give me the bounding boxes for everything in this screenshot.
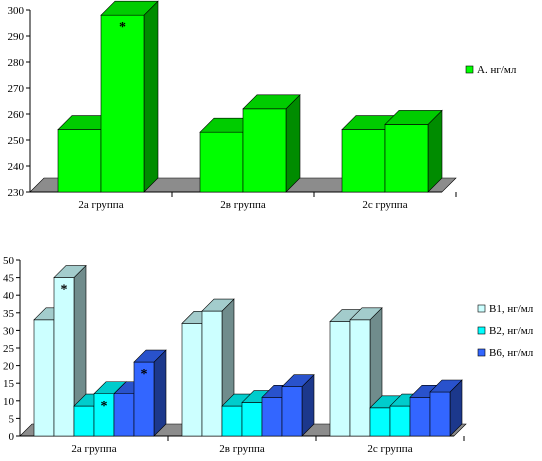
y-tick-label: 15 xyxy=(3,378,15,390)
y-tick-label: 20 xyxy=(3,361,15,373)
bar-3-2в группа xyxy=(261,396,283,437)
bar-1-2с группа xyxy=(341,129,386,193)
bar-top xyxy=(242,94,301,110)
bar-2-2в группа xyxy=(221,405,243,437)
y-tick-label: 25 xyxy=(3,343,15,355)
significance-marker: * xyxy=(61,283,68,298)
bar-1-2а группа xyxy=(33,319,55,437)
significance-marker: * xyxy=(141,367,148,382)
bar-3-2а группа xyxy=(113,393,135,437)
x-tick-label: 2а группа xyxy=(78,199,123,211)
bar-top xyxy=(349,307,383,321)
bar-top xyxy=(201,298,235,312)
legend-swatch xyxy=(477,348,486,357)
bar-2-2с группа xyxy=(389,405,411,437)
y-tick-label: 270 xyxy=(8,83,25,95)
bar-3-2с группа xyxy=(409,396,431,437)
bar-1-2с группа xyxy=(349,319,371,437)
y-tick-label: 10 xyxy=(3,396,15,408)
bar-side xyxy=(285,94,301,193)
bar-1-2в группа xyxy=(181,323,203,437)
legend-label: В1, нг/мл xyxy=(489,303,534,315)
x-tick-label: 2с группа xyxy=(362,199,407,211)
bar-3-2в группа xyxy=(281,386,303,437)
bar-side xyxy=(143,0,159,193)
y-tick-label: 50 xyxy=(3,255,15,267)
significance-marker: * xyxy=(101,399,108,414)
bar-1-2а группа xyxy=(57,129,102,193)
y-tick-label: 40 xyxy=(3,290,15,302)
bar-top xyxy=(100,0,159,16)
bar-1-2с группа xyxy=(329,321,351,437)
bar-1-2в группа xyxy=(201,310,223,437)
bar-3-2с группа xyxy=(429,391,451,437)
y-tick-label: 290 xyxy=(8,31,25,43)
y-tick-label: 260 xyxy=(8,109,25,121)
bar-top xyxy=(384,110,443,125)
bar-2-2а группа xyxy=(73,405,95,437)
bar-top xyxy=(133,349,167,363)
y-tick-label: 0 xyxy=(9,431,15,443)
chart-2: 0 5 10 15 20 25 30 35 40 45 50 2а группа 2в группа 2с… xyxy=(3,255,534,455)
chart-1: 230 240 250 260 270 280 290 300 2а группа 2в груп… xyxy=(8,0,517,211)
legend-swatch xyxy=(477,304,486,313)
x-tick-label: 2в группа xyxy=(220,199,266,211)
significance-marker: * xyxy=(119,20,126,35)
bar-1-2с группа xyxy=(384,124,429,193)
bar-top xyxy=(281,374,315,388)
legend-label: В2, нг/мл xyxy=(489,325,534,337)
y-tick-label: 5 xyxy=(9,413,15,425)
bar-1-2а группа xyxy=(100,14,145,193)
bar-top xyxy=(429,379,463,393)
y-tick-label: 230 xyxy=(8,187,25,199)
y-tick-label: 30 xyxy=(3,325,15,337)
bar-top xyxy=(53,265,87,278)
legend-label: А. нг/мл xyxy=(477,64,517,76)
legend-swatch xyxy=(465,65,474,74)
x-tick-label: 2с группа xyxy=(367,443,412,455)
bar-1-2в группа xyxy=(199,131,244,193)
bar-1-2а группа xyxy=(53,277,75,437)
y-tick-label: 240 xyxy=(8,161,25,173)
y-tick-label: 300 xyxy=(8,5,25,17)
bar-side xyxy=(153,349,167,437)
x-tick-label: 2а группа xyxy=(71,443,116,455)
y-tick-label: 45 xyxy=(3,273,15,285)
y-tick-label: 250 xyxy=(8,135,25,147)
y-tick-label: 280 xyxy=(8,57,25,69)
bar-2-2в группа xyxy=(241,402,263,437)
x-tick-label: 2в группа xyxy=(219,443,265,455)
bar-2-2с группа xyxy=(369,407,391,437)
bar-1-2в группа xyxy=(242,108,287,193)
legend-label: В6, нг/мл xyxy=(489,347,534,359)
legend-swatch xyxy=(477,326,486,335)
y-tick-label: 35 xyxy=(3,308,15,320)
